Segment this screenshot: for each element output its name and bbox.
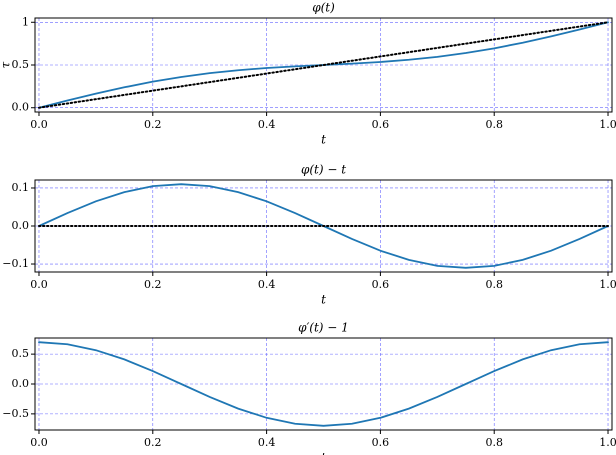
x-tick-label: 0.0 bbox=[30, 278, 48, 291]
x-tick-label: 0.4 bbox=[258, 118, 276, 131]
x-axis-label: t bbox=[321, 451, 326, 455]
x-tick-label: 0.0 bbox=[30, 436, 48, 449]
y-tick-label: 0.1 bbox=[12, 181, 30, 194]
chart-title: φ′(t) − 1 bbox=[298, 321, 349, 335]
x-tick-label: 0.2 bbox=[144, 118, 162, 131]
x-tick-label: 0.8 bbox=[485, 278, 503, 291]
chart-title: φ(t) bbox=[312, 1, 335, 15]
y-tick-label: −0.1 bbox=[2, 257, 29, 270]
x-tick-label: 0.6 bbox=[372, 278, 390, 291]
x-tick-label: 0.4 bbox=[258, 278, 276, 291]
x-tick-label: 0.0 bbox=[30, 118, 48, 131]
line-series bbox=[37, 21, 610, 109]
y-tick-label: 0.0 bbox=[12, 101, 30, 114]
axes-frame bbox=[34, 337, 613, 431]
y-tick-label: 1 bbox=[22, 15, 29, 28]
y-tick-label: 0.0 bbox=[12, 377, 30, 390]
x-tick-label: 1.0 bbox=[599, 118, 616, 131]
y-tick-label: −0.5 bbox=[2, 407, 29, 420]
x-axis-label: t bbox=[321, 293, 326, 307]
x-tick-label: 0.2 bbox=[144, 436, 162, 449]
x-tick-label: 1.0 bbox=[599, 278, 616, 291]
y-tick-label: 0.5 bbox=[12, 347, 30, 360]
x-tick-label: 0.4 bbox=[258, 436, 276, 449]
x-tick-label: 0.6 bbox=[372, 118, 390, 131]
y-axis-label: τ bbox=[0, 61, 13, 68]
axes-frame bbox=[34, 17, 613, 113]
x-tick-label: 0.8 bbox=[485, 436, 503, 449]
line-series bbox=[38, 341, 609, 427]
chart-title: φ(t) − t bbox=[301, 163, 346, 177]
x-tick-label: 0.6 bbox=[372, 436, 390, 449]
y-tick-label: 0.5 bbox=[12, 58, 30, 71]
x-tick-label: 0.2 bbox=[144, 278, 162, 291]
y-tick-label: 0.0 bbox=[12, 219, 30, 232]
x-tick-label: 1.0 bbox=[599, 436, 616, 449]
x-axis-label: t bbox=[321, 133, 326, 147]
axes-frame bbox=[34, 179, 613, 273]
x-tick-label: 0.8 bbox=[485, 118, 503, 131]
